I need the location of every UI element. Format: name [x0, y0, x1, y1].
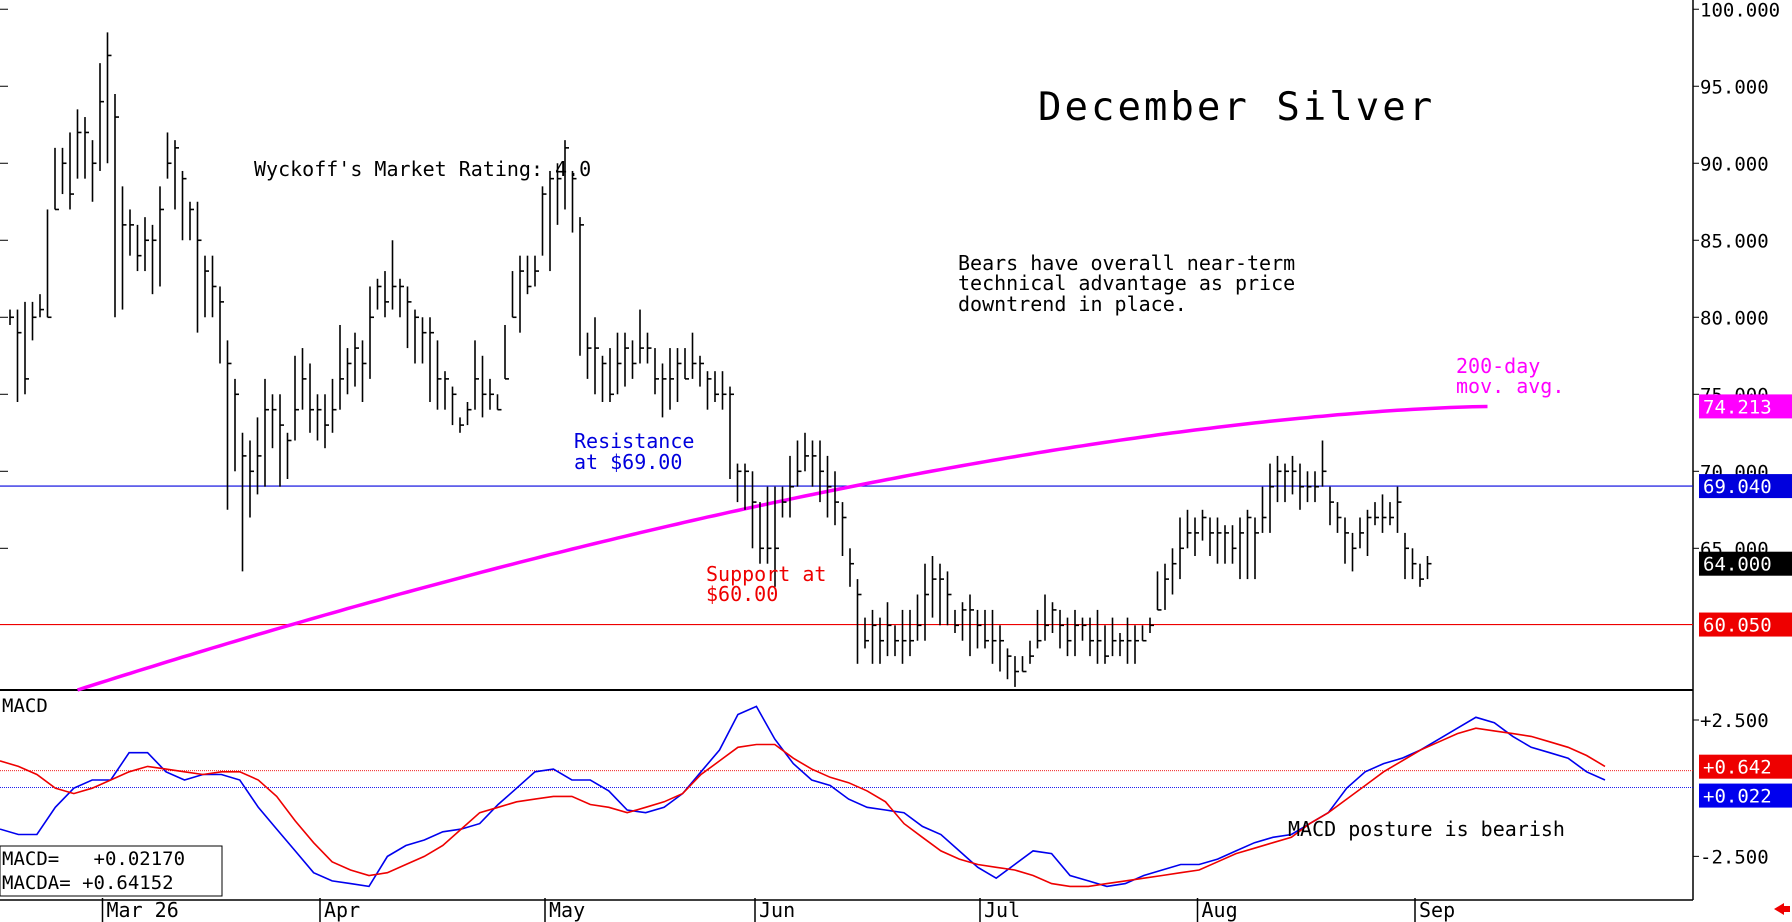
x-tick-label: Apr — [324, 898, 360, 922]
ma-label-line-2: mov. avg. — [1456, 374, 1564, 398]
ma-label-line-1: 200-day — [1456, 354, 1540, 378]
scroll-arrow-icon[interactable] — [1774, 903, 1790, 915]
y-tick-label: 95.000 — [1700, 76, 1769, 98]
macda-price-tag: +0.642 — [1703, 757, 1772, 779]
y-tick-label: 90.000 — [1700, 153, 1769, 175]
comment-line-2: technical advantage as price — [958, 271, 1295, 295]
macd-price-tag-bg — [1699, 783, 1792, 808]
x-tick-label: Jul — [984, 898, 1020, 922]
moving-average-200 — [76, 404, 1488, 692]
market-rating: Wyckoff's Market Rating: 4.0 — [254, 157, 591, 181]
ma200-price-tag-bg — [1699, 394, 1792, 419]
macd-readout-line-1: MACD= +0.02170 — [2, 848, 185, 870]
macd-panel-title: MACD — [2, 695, 48, 717]
comment-line-3: downtrend in place. — [958, 292, 1187, 316]
x-tick-label: Jun — [759, 898, 795, 922]
ma200-line — [76, 404, 1488, 692]
resistance-price-tag: 69.040 — [1703, 476, 1772, 498]
ohlc-bars — [9, 32, 1432, 687]
last-price-tag: 64.000 — [1703, 554, 1772, 576]
macd-readout-line-2: MACDA= +0.64152 — [2, 872, 174, 894]
ma200-price-tag: 74.213 — [1703, 396, 1772, 418]
chart-title: December Silver — [1038, 85, 1435, 130]
resistance-label-line-1: Resistance — [574, 429, 694, 453]
support-price-tag-bg — [1699, 612, 1792, 637]
support-price-tag: 60.050 — [1703, 615, 1772, 637]
macd-line — [0, 705, 1606, 888]
resistance-label-line-2: at $69.00 — [574, 450, 682, 474]
macd-y-tick-label: +2.500 — [1700, 710, 1769, 732]
macd-annotation: MACD posture is bearish — [1288, 817, 1565, 841]
x-tick-label: Sep — [1419, 898, 1455, 922]
y-tick-label: 85.000 — [1700, 230, 1769, 252]
y-tick-label: 100.000 — [1700, 0, 1780, 21]
y-tick-label: 80.000 — [1700, 307, 1769, 329]
macda-price-tag-bg — [1699, 754, 1792, 779]
price-gridlines — [0, 8, 1693, 626]
macda-line — [0, 727, 1606, 888]
macd-lines — [0, 705, 1693, 888]
comment-line-1: Bears have overall near-term — [958, 251, 1295, 275]
macd-readout-box — [0, 845, 223, 897]
support-label-line-1: Support at — [706, 562, 826, 586]
support-label-line-2: $60.00 — [706, 582, 778, 606]
macd-price-tag: +0.022 — [1703, 786, 1772, 808]
axis-labels: 100.00095.00090.00085.00080.00075.00070.… — [101, 0, 1780, 922]
x-tick-label: Aug — [1202, 898, 1238, 922]
macd-y-tick-label: -2.500 — [1700, 846, 1769, 868]
price-tags: 74.213 69.040 64.000 60.050 +0.642 +0.022 — [1699, 394, 1792, 808]
last-price-tag-bg — [1699, 551, 1792, 576]
resistance-price-tag-bg — [1699, 474, 1792, 499]
x-tick-label: Mar 26 — [107, 898, 179, 922]
x-tick-label: May — [549, 898, 585, 922]
